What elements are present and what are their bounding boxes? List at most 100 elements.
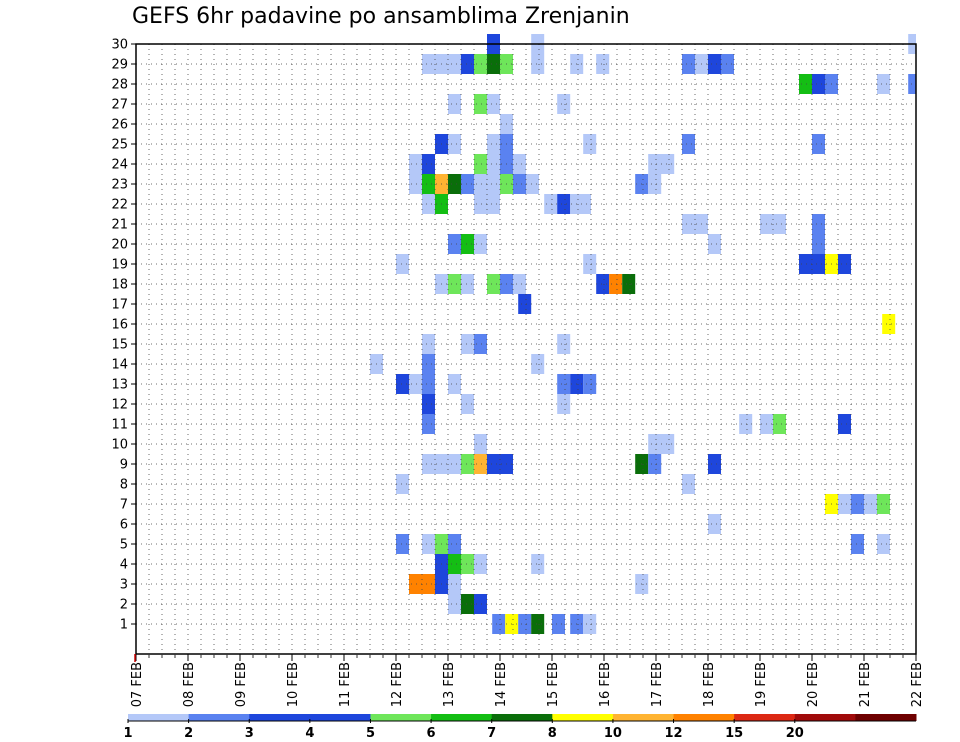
heatmap-cell [422, 354, 435, 374]
heatmap-cell [544, 194, 558, 214]
heatmap-cell [531, 354, 545, 374]
y-tick-label: 14 [111, 358, 128, 373]
heatmap-cell [708, 454, 721, 474]
heatmap-cell [908, 74, 916, 94]
y-tick-label: 22 [111, 198, 128, 213]
heatmap-cell [487, 274, 500, 294]
heatmap-cell [487, 94, 500, 114]
heatmap-cell [409, 374, 422, 394]
heatmap-cell [557, 374, 571, 394]
heatmap-cell [596, 54, 610, 74]
heatmap-cell [739, 414, 753, 434]
heatmap-cell [422, 154, 435, 174]
legend-swatch [673, 714, 735, 721]
y-tick-label: 25 [111, 138, 128, 153]
heatmap-cell [461, 274, 474, 294]
x-tick-label: 13 FEB [442, 662, 457, 707]
heatmap-cell [583, 134, 597, 154]
heatmap-cell [461, 54, 474, 74]
heatmap-cell [461, 174, 474, 194]
heatmap-cell [531, 614, 545, 634]
y-tick-label: 13 [111, 378, 128, 393]
legend-swatch [128, 714, 190, 721]
heatmap-cell [882, 314, 896, 334]
legend-label: 1 [123, 726, 132, 741]
heatmap-cell [557, 94, 571, 114]
color-legend: 1 2 3 4 5 6 7 8 10 12 15 20 [123, 714, 917, 741]
y-tick-label: 28 [111, 78, 128, 93]
heatmap-cell [487, 134, 500, 154]
heatmap-cell [513, 174, 526, 194]
heatmap-cell [448, 594, 461, 614]
heatmap-cell [487, 54, 500, 74]
y-tick-label: 15 [111, 338, 128, 353]
x-tick-label: 15 FEB [546, 662, 561, 707]
legend-swatch [734, 714, 796, 721]
heatmap-cell [557, 394, 571, 414]
legend-label: 8 [548, 726, 557, 741]
legend-label: 20 [786, 726, 804, 741]
heatmap-cell [682, 474, 695, 494]
heatmap-cell [422, 334, 435, 354]
heatmap-cell [812, 134, 825, 154]
y-tick-label: 6 [120, 518, 128, 533]
heatmap-cell [877, 534, 890, 554]
heatmap-cell [552, 614, 565, 634]
heatmap-cell [448, 94, 461, 114]
heatmap-cell [773, 414, 786, 434]
legend-label: 10 [604, 726, 622, 741]
heatmap-cell [422, 394, 435, 414]
heatmap-cell [448, 534, 461, 554]
y-tick-label: 11 [111, 418, 128, 433]
heatmap-cell [409, 574, 422, 594]
heatmap-cell [474, 94, 487, 114]
y-tick-label: 17 [111, 298, 128, 313]
heatmap-cell [448, 554, 461, 574]
heatmap-cell [583, 374, 597, 394]
x-tick-label: 11 FEB [338, 662, 353, 707]
heatmap-cell [851, 494, 864, 514]
y-tick-label: 4 [120, 558, 128, 573]
heatmap-cell [448, 454, 461, 474]
legend-swatch [612, 714, 675, 721]
heatmap-cell [461, 594, 474, 614]
x-axis: 07 FEB 08 FEB 09 FEB 10 FEB 11 FEB 12 FEB 13 F… [130, 654, 925, 707]
heatmap-cell [474, 154, 487, 174]
legend-label: 7 [487, 726, 496, 741]
y-tick-label: 9 [120, 458, 128, 473]
heatmap-cell [513, 154, 526, 174]
heatmap-cell [409, 154, 422, 174]
heatmap-cell [448, 274, 461, 294]
heatmap-cell [396, 534, 409, 554]
heatmap-cell [461, 454, 474, 474]
heatmap-cell [513, 274, 526, 294]
y-tick-label: 1 [120, 618, 128, 633]
heatmap-cell [812, 234, 825, 254]
legend-swatch [188, 714, 250, 721]
heatmap-cell [409, 174, 422, 194]
heatmap-cell [877, 494, 890, 514]
heatmap-cell [461, 554, 474, 574]
legend-label: 5 [366, 726, 375, 741]
legend-swatch [794, 714, 856, 721]
heatmap-cell [474, 594, 487, 614]
heatmap-cell [864, 494, 877, 514]
heatmap-cell [583, 254, 597, 274]
heatmap-cell [448, 54, 461, 74]
heatmap-cell [622, 274, 636, 294]
y-tick-label: 29 [111, 58, 128, 73]
heatmap-cell [812, 74, 825, 94]
y-tick-label: 18 [111, 278, 128, 293]
heatmap-cell [648, 174, 662, 194]
heatmap-cell [557, 194, 571, 214]
legend-swatch [855, 714, 917, 721]
heatmap-cell [682, 134, 695, 154]
heatmap-cell [422, 574, 435, 594]
heatmap-cell [838, 254, 851, 274]
y-tick-label: 30 [111, 38, 128, 53]
x-tick-label: 14 FEB [494, 662, 509, 707]
x-tick-label: 20 FEB [806, 662, 821, 707]
heatmap-cell [570, 194, 591, 214]
x-tick-label: 07 FEB [130, 662, 145, 707]
heatmap-cell [877, 74, 890, 94]
